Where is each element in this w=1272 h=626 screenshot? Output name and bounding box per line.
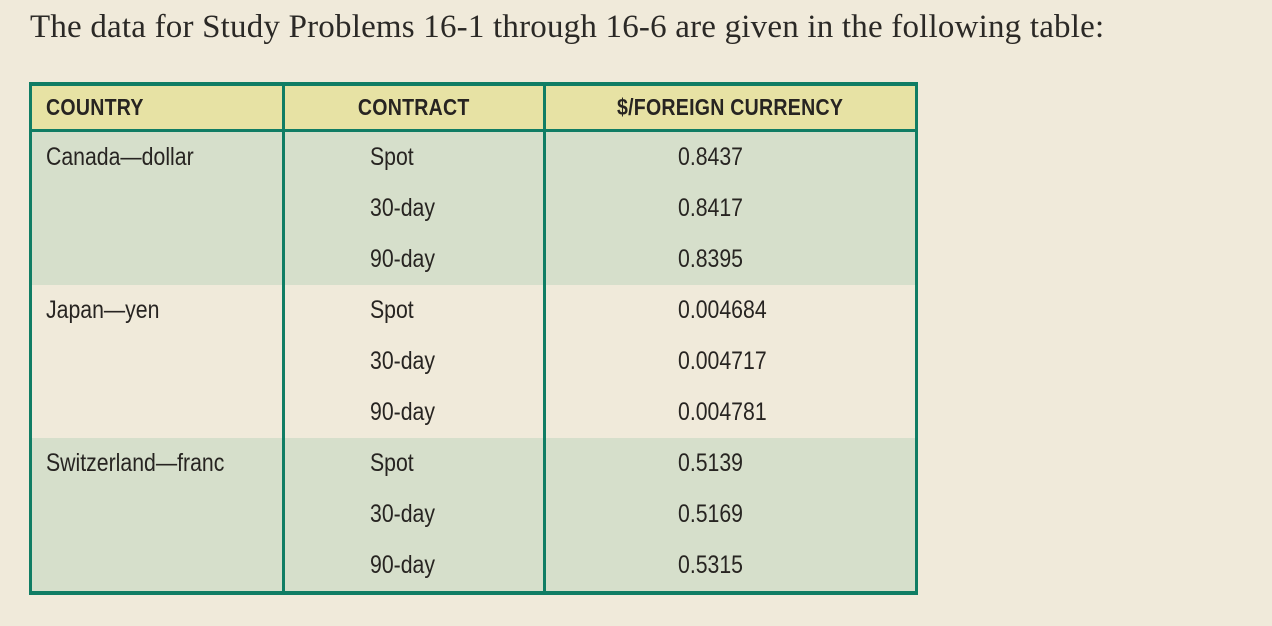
country-cell: Switzerland—franc [32, 438, 282, 489]
country-label: Canada—dollar [46, 143, 194, 171]
rate-value: 0.5139 [678, 449, 743, 477]
contract-label: 90-day [370, 551, 435, 579]
contract-label: Spot [370, 143, 414, 171]
rate-cell: 0.004684 0.004717 0.004781 [543, 285, 915, 438]
rate-cell: 0.8437 0.8417 0.8395 [543, 132, 915, 285]
rate-value: 0.5315 [678, 551, 743, 579]
rate-value: 0.8395 [678, 245, 743, 273]
column-header-country: COUNTRY [32, 86, 282, 129]
country-cell: Canada—dollar [32, 132, 282, 183]
table-header-row: COUNTRY CONTRACT $/FOREIGN CURRENCY [32, 86, 915, 132]
contract-label: 90-day [370, 245, 435, 273]
rate-value: 0.004717 [678, 347, 767, 375]
column-header-label: $/FOREIGN CURRENCY [617, 94, 844, 120]
contract-label: 30-day [370, 500, 435, 528]
rate-value: 0.004684 [678, 296, 767, 324]
contract-label: 90-day [370, 398, 435, 426]
table-group-switzerland: Switzerland—franc Spot 30-day 90-day 0.5… [32, 438, 915, 591]
contract-label: 30-day [370, 194, 435, 222]
column-header-label: CONTRACT [358, 94, 470, 120]
table-group-japan: Japan—yen Spot 30-day 90-day 0.004684 0.… [32, 285, 915, 438]
contract-label: 30-day [370, 347, 435, 375]
page-title: The data for Study Problems 16-1 through… [30, 9, 1105, 45]
rate-value: 0.5169 [678, 500, 743, 528]
country-label: Japan—yen [46, 296, 160, 324]
table-group-canada: Canada—dollar Spot 30-day 90-day 0.8437 … [32, 132, 915, 285]
country-label: Switzerland—franc [46, 449, 225, 477]
contract-cell: Spot 30-day 90-day [282, 132, 543, 285]
rate-value: 0.004781 [678, 398, 767, 426]
rate-value: 0.8417 [678, 194, 743, 222]
exchange-rate-table: COUNTRY CONTRACT $/FOREIGN CURRENCY Cana… [29, 82, 918, 595]
rate-cell: 0.5139 0.5169 0.5315 [543, 438, 915, 591]
column-header-contract: CONTRACT [282, 86, 543, 129]
rate-value: 0.8437 [678, 143, 743, 171]
contract-label: Spot [370, 449, 414, 477]
column-header-dollar-per-foreign-currency: $/FOREIGN CURRENCY [543, 86, 915, 129]
contract-label: Spot [370, 296, 414, 324]
column-header-label: COUNTRY [46, 94, 144, 120]
country-cell: Japan—yen [32, 285, 282, 336]
contract-cell: Spot 30-day 90-day [282, 438, 543, 591]
contract-cell: Spot 30-day 90-day [282, 285, 543, 438]
